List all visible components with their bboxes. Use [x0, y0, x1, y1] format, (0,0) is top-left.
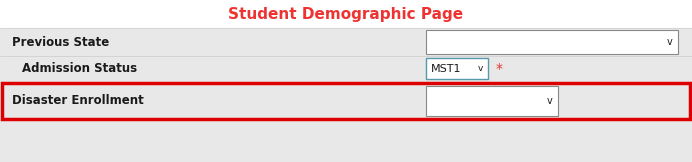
- Text: Previous State: Previous State: [12, 35, 109, 48]
- Text: *: *: [496, 62, 503, 75]
- Bar: [0, 81, 692, 121]
- Bar: [0, 121, 692, 162]
- Text: Admission Status: Admission Status: [22, 62, 137, 75]
- Bar: [426, 86, 558, 116]
- Bar: [2, 83, 690, 119]
- Text: Disaster Enrollment: Disaster Enrollment: [12, 94, 144, 108]
- Bar: [0, 56, 692, 81]
- Text: v: v: [547, 96, 552, 106]
- Text: v: v: [477, 64, 483, 73]
- Text: v: v: [666, 37, 672, 47]
- Bar: [426, 30, 678, 54]
- Bar: [426, 58, 488, 79]
- Text: MST1: MST1: [430, 64, 461, 74]
- Bar: [0, 28, 692, 56]
- Bar: [0, 0, 692, 28]
- Text: Student Demographic Page: Student Demographic Page: [228, 6, 464, 22]
